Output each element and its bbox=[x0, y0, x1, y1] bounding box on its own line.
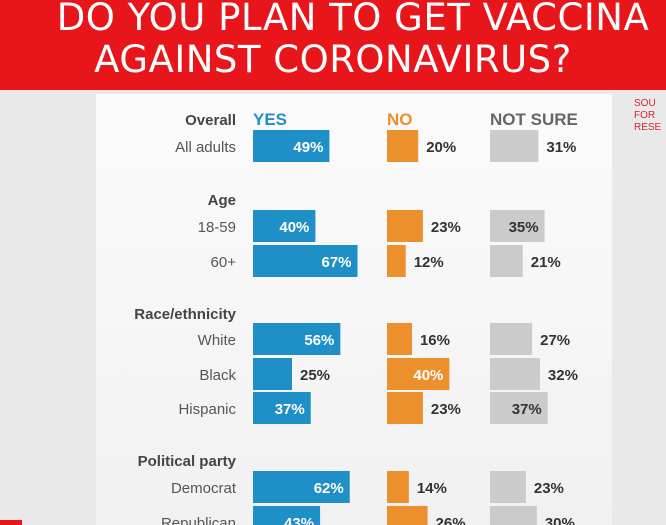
group-label-age: Age bbox=[208, 192, 236, 209]
data-label-not-sure-white: 27% bbox=[540, 332, 570, 349]
data-label-yes-hispanic: 37% bbox=[275, 401, 305, 418]
data-label-not-sure-all-adults: 31% bbox=[546, 139, 576, 156]
bar-not-sure-60 bbox=[490, 245, 523, 277]
progress-bar-fragment bbox=[0, 520, 22, 525]
row-label-hispanic: Hispanic bbox=[178, 401, 236, 418]
column-header-no: NO bbox=[387, 110, 413, 129]
bar-no-18-59 bbox=[387, 210, 423, 242]
bar-yes-18-59 bbox=[253, 210, 316, 242]
data-label-not-sure-republican: 30% bbox=[545, 515, 575, 525]
bar-yes-hispanic bbox=[253, 392, 311, 424]
bar-not-sure-18-59 bbox=[490, 210, 545, 242]
column-header-yes: YES bbox=[253, 110, 287, 129]
bar-not-sure-democrat bbox=[490, 471, 526, 503]
bar-yes-60 bbox=[253, 245, 358, 277]
data-label-no-all-adults: 20% bbox=[426, 139, 456, 156]
row-label-republican: Republican bbox=[161, 515, 236, 525]
column-header-not-sure: NOT SURE bbox=[490, 110, 578, 129]
bar-no-republican bbox=[387, 506, 428, 525]
data-label-no-black: 40% bbox=[413, 367, 443, 384]
source-note: SOU FOR RESE bbox=[634, 98, 662, 133]
bar-no-white bbox=[387, 323, 412, 355]
group-label-political-party: Political party bbox=[138, 453, 237, 470]
bar-yes-democrat bbox=[253, 471, 350, 503]
bar-yes-white bbox=[253, 323, 341, 355]
data-label-not-sure-black: 32% bbox=[548, 367, 578, 384]
chart-panel bbox=[96, 94, 612, 525]
title-line-1: DO YOU PLAN TO GET VACCINA bbox=[56, 0, 650, 39]
row-label-democrat: Democrat bbox=[171, 480, 237, 497]
data-label-yes-white: 56% bbox=[304, 332, 334, 349]
row-label-18-59: 18-59 bbox=[198, 219, 236, 236]
title-banner: DO YOU PLAN TO GET VACCINA AGAINST CORON… bbox=[0, 0, 666, 90]
data-label-yes-18-59: 40% bbox=[279, 219, 309, 236]
data-label-yes-democrat: 62% bbox=[314, 480, 344, 497]
data-label-not-sure-democrat: 23% bbox=[534, 480, 564, 497]
bar-no-60 bbox=[387, 245, 406, 277]
bar-no-black bbox=[387, 358, 450, 390]
bar-not-sure-white bbox=[490, 323, 533, 355]
data-label-yes-all-adults: 49% bbox=[293, 139, 323, 156]
data-label-no-hispanic: 23% bbox=[431, 401, 461, 418]
bar-no-all-adults bbox=[387, 130, 419, 162]
bar-not-sure-hispanic bbox=[490, 392, 548, 424]
bar-yes-black bbox=[253, 358, 292, 390]
bar-not-sure-republican bbox=[490, 506, 537, 525]
data-label-yes-republican: 43% bbox=[284, 515, 314, 525]
bar-not-sure-all-adults bbox=[490, 130, 539, 162]
data-label-not-sure-18-59: 35% bbox=[509, 219, 539, 236]
data-label-no-18-59: 23% bbox=[431, 219, 461, 236]
bar-not-sure-black bbox=[490, 358, 540, 390]
data-label-not-sure-hispanic: 37% bbox=[512, 401, 542, 418]
row-label-60: 60+ bbox=[211, 254, 237, 271]
row-label-white: White bbox=[198, 332, 236, 349]
bar-yes-republican bbox=[253, 506, 321, 525]
data-label-no-democrat: 14% bbox=[417, 480, 447, 497]
data-label-yes-black: 25% bbox=[300, 367, 330, 384]
data-label-not-sure-60: 21% bbox=[531, 254, 561, 271]
group-label-race-ethnicity: Race/ethnicity bbox=[134, 306, 236, 323]
bar-no-democrat bbox=[387, 471, 409, 503]
row-label-all-adults: All adults bbox=[175, 139, 236, 156]
bar-no-hispanic bbox=[387, 392, 423, 424]
data-label-no-60: 12% bbox=[414, 254, 444, 271]
bar-yes-all-adults bbox=[253, 130, 330, 162]
data-label-no-white: 16% bbox=[420, 332, 450, 349]
group-label-overall: Overall bbox=[185, 112, 236, 129]
data-label-yes-60: 67% bbox=[321, 254, 351, 271]
data-label-no-republican: 26% bbox=[436, 515, 466, 525]
row-label-black: Black bbox=[199, 367, 236, 384]
title-line-2: AGAINST CORONAVIRUS? bbox=[94, 38, 572, 81]
